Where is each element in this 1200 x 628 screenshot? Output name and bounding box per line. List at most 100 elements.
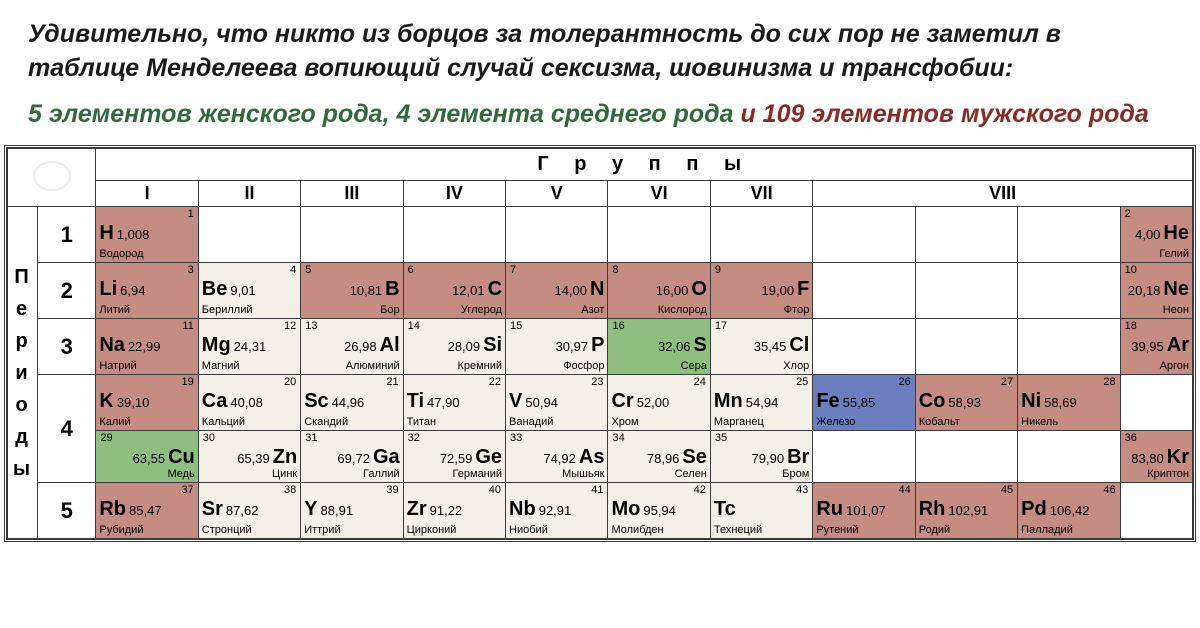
group-header-VIII: VIII (813, 181, 1193, 207)
groups-title: Г р у п п ы (96, 149, 1193, 181)
empty-cell (813, 431, 915, 483)
element-symbol: Zn (273, 447, 297, 467)
element-symbol: V (509, 391, 522, 411)
element-Se: 3478,96SeСелен (608, 431, 710, 483)
element-Ca: 20Ca40,08Кальций (198, 375, 300, 431)
element-name: Аргон (1124, 360, 1189, 372)
atomic-mass: 52,00 (637, 396, 670, 409)
group-header-III: III (301, 181, 403, 207)
element-Cr: 24Cr52,00Хром (608, 375, 710, 431)
element-name: Хром (611, 416, 706, 428)
subhead: 5 элементов женского рода, 4 элемента ср… (0, 92, 1200, 146)
element-Y: 39Y88,91Иттрий (301, 483, 403, 539)
atomic-number: 40 (489, 484, 501, 496)
atomic-number: 37 (182, 484, 194, 496)
headline-line2: таблице Менделеева вопиющий случай секси… (28, 54, 1013, 82)
element-K: 19K39,10Калий (96, 375, 198, 431)
atomic-number: 14 (408, 320, 420, 332)
element-name: Бор (304, 304, 399, 316)
element-Mg: 12Mg24,31Магний (198, 319, 300, 375)
atomic-number: 42 (694, 484, 706, 496)
element-name: Германий (407, 468, 502, 480)
element-name: Азот (509, 304, 604, 316)
element-He: 24,00HeГелий (1120, 207, 1192, 263)
element-Ru: 44Ru101,07Рутений (813, 483, 915, 539)
headline: Удивительно, что никто из борцов за толе… (0, 0, 1200, 92)
atomic-mass: 50,94 (525, 396, 558, 409)
atomic-number: 5 (305, 264, 311, 276)
element-symbol: Na (99, 335, 125, 355)
element-name: Технеций (714, 524, 809, 536)
element-Kr: 3683,80KrКриптон (1120, 431, 1192, 483)
element-symbol: Mo (611, 499, 640, 519)
element-symbol: Be (202, 279, 228, 299)
element-name: Хлор (714, 360, 809, 372)
element-Na: 11Na22,99Натрий (96, 319, 198, 375)
atomic-number: 18 (1125, 320, 1137, 332)
period-num-1: 1 (38, 207, 96, 263)
element-Ge: 3272,59GeГерманий (403, 431, 505, 483)
element-name: Железо (816, 416, 911, 428)
element-As: 3374,92AsМышьяк (506, 431, 608, 483)
empty-cell (506, 207, 608, 263)
element-Si: 1428,09SiКремний (403, 319, 505, 375)
element-Ar: 1839,95ArАргон (1120, 319, 1192, 375)
atomic-mass: 47,90 (427, 396, 460, 409)
element-name: Мышьяк (509, 468, 604, 480)
element-name: Фосфор (509, 360, 604, 372)
element-symbol: Rh (919, 499, 946, 519)
element-name: Кобальт (919, 416, 1014, 428)
group-header-V: V (506, 181, 608, 207)
atomic-mass: 39,10 (117, 396, 150, 409)
atomic-mass: 87,62 (226, 504, 259, 517)
element-Sc: 21Sc44,96Скандий (301, 375, 403, 431)
atomic-mass: 85,47 (129, 504, 162, 517)
element-symbol: Nb (509, 499, 536, 519)
atomic-number: 44 (898, 484, 910, 496)
atomic-number: 36 (1125, 432, 1137, 444)
element-name: Селен (611, 468, 706, 480)
corner-logo (8, 149, 96, 207)
atomic-number: 17 (715, 320, 727, 332)
atomic-number: 11 (182, 320, 193, 332)
atomic-mass: 1,008 (117, 228, 150, 241)
element-symbol: Ti (407, 391, 424, 411)
element-name: Ниобий (509, 524, 604, 536)
empty-cell (301, 207, 403, 263)
element-symbol: Se (682, 447, 706, 467)
element-name: Бром (714, 468, 809, 480)
element-symbol: O (691, 279, 707, 299)
empty-cell (1018, 431, 1120, 483)
element-symbol: Pd (1021, 499, 1047, 519)
element-Nb: 41Nb92,91Ниобий (506, 483, 608, 539)
empty-cell (403, 207, 505, 263)
empty-cell (1018, 207, 1120, 263)
atomic-number: 16 (612, 320, 624, 332)
group-header-I: I (96, 181, 198, 207)
element-Mn: 25Mn54,94Марганец (710, 375, 812, 431)
element-S: 1632,06SСера (608, 319, 710, 375)
atomic-mass: 35,45 (754, 340, 787, 353)
element-C: 612,01CУглерод (403, 263, 505, 319)
element-name: Гелий (1124, 248, 1189, 260)
element-Be: 4Be9,01Бериллий (198, 263, 300, 319)
element-Tc: 43TcТехнеций (710, 483, 812, 539)
empty-cell (710, 207, 812, 263)
atomic-mass: 14,00 (554, 284, 587, 297)
element-Rh: 45Rh102,91Родий (915, 483, 1017, 539)
atomic-number: 22 (489, 376, 501, 388)
element-symbol: K (99, 391, 113, 411)
atomic-mass: 69,72 (337, 452, 370, 465)
element-name: Натрий (99, 360, 194, 372)
period-num-4: 4 (38, 375, 96, 483)
element-symbol: Zr (407, 499, 427, 519)
atomic-number: 32 (408, 432, 420, 444)
element-name: Палладий (1021, 524, 1116, 536)
atomic-number: 26 (898, 376, 910, 388)
element-name: Стронций (202, 524, 297, 536)
element-name: Калий (99, 416, 194, 428)
period-num-3: 3 (38, 319, 96, 375)
element-Zn: 3065,39ZnЦинк (198, 431, 300, 483)
atomic-mass: 92,91 (539, 504, 572, 517)
atomic-number: 31 (305, 432, 317, 444)
